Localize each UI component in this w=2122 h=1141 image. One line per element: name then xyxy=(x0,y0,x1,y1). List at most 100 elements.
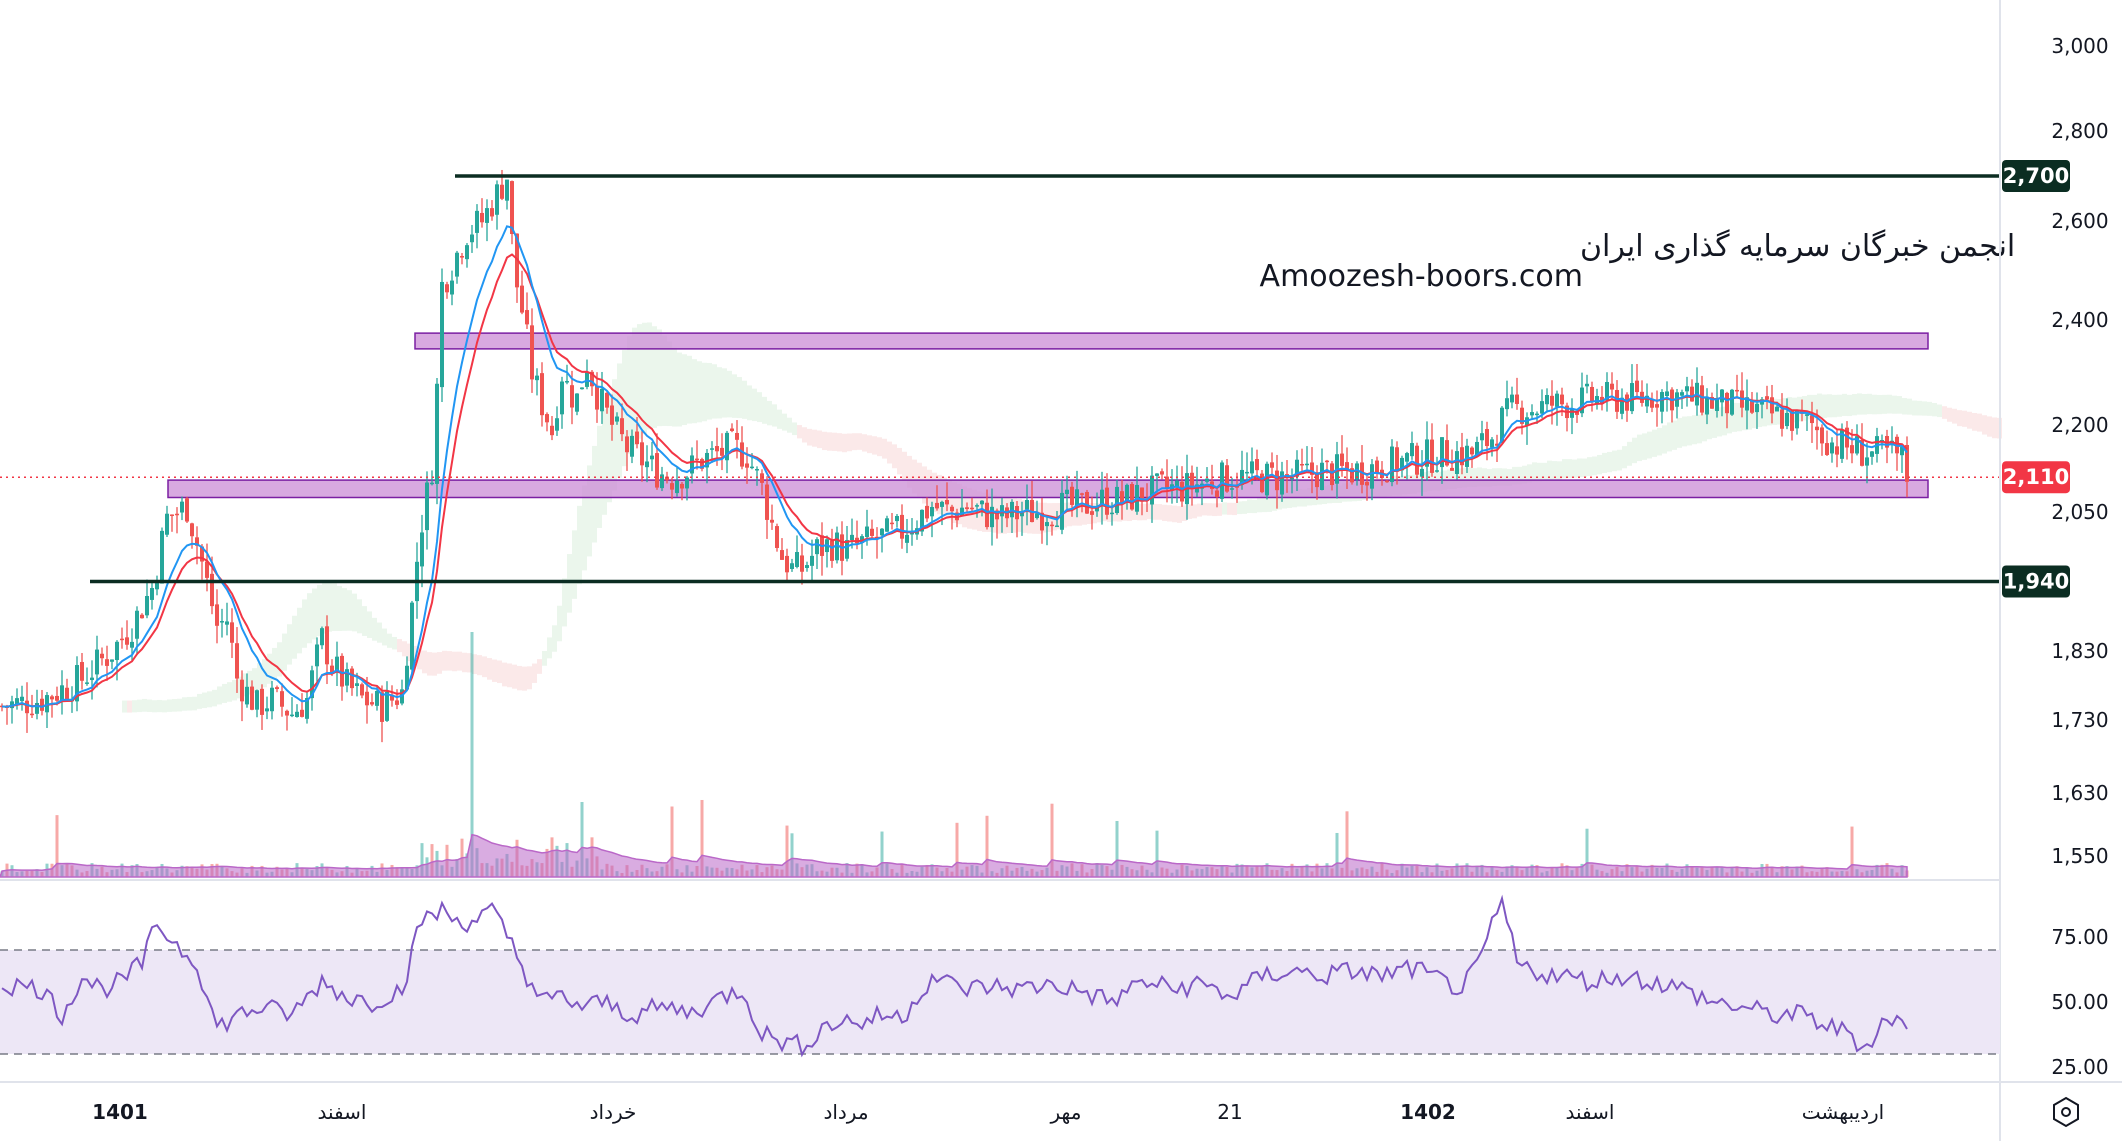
cloud-segment xyxy=(427,652,432,676)
rsi-pane xyxy=(0,894,2000,1058)
candle-body xyxy=(140,614,144,619)
cloud-segment xyxy=(1772,398,1777,425)
candle-body xyxy=(425,482,429,531)
cloud-segment xyxy=(452,651,457,672)
cloud-segment xyxy=(252,668,257,693)
candle-body xyxy=(485,208,489,223)
time-tick-label: اسفند xyxy=(1566,1100,1615,1124)
candle-body xyxy=(1155,473,1159,476)
cloud-segment xyxy=(617,363,622,478)
cloud-segment xyxy=(1657,427,1662,456)
cloud-segment xyxy=(1102,502,1107,522)
level-badge-bg xyxy=(2002,160,2070,192)
candle-body xyxy=(135,610,139,639)
cloud-segment xyxy=(862,434,867,452)
cloud-segment xyxy=(1152,503,1157,520)
cloud-segment xyxy=(417,648,422,670)
cloud-segment xyxy=(1817,393,1822,418)
cloud-segment xyxy=(162,700,167,713)
candle-body xyxy=(1635,380,1639,393)
cloud-segment xyxy=(1872,394,1877,415)
candle-body xyxy=(1505,398,1509,410)
candle-body xyxy=(280,691,284,707)
cloud-segment xyxy=(487,658,492,680)
cloud-segment xyxy=(1282,491,1287,509)
cloud-segment xyxy=(1192,504,1197,519)
cloud-segment xyxy=(392,636,397,650)
candle-body xyxy=(1260,473,1264,493)
cloud-segment xyxy=(822,431,827,451)
cloud-segment xyxy=(1782,398,1787,424)
candle-body xyxy=(905,534,909,543)
cloud-segment xyxy=(447,651,452,671)
candle-body xyxy=(1460,447,1464,466)
candle-body xyxy=(1345,462,1349,470)
candle-body xyxy=(1510,394,1514,403)
cloud-segment xyxy=(1862,393,1867,415)
candle-body xyxy=(100,653,104,659)
cloud-segment xyxy=(177,698,182,712)
candle-body xyxy=(20,696,24,702)
cloud-segment xyxy=(602,409,607,515)
cloud-segment xyxy=(352,593,357,632)
cloud-segment xyxy=(1892,395,1897,414)
volume-bar xyxy=(580,802,584,877)
candle-body xyxy=(940,501,944,507)
candle-body xyxy=(1020,512,1024,517)
cloud-segment xyxy=(687,355,692,424)
candle-body xyxy=(345,669,349,686)
candle-body xyxy=(1080,493,1084,495)
candle-body xyxy=(580,387,584,390)
candle-body xyxy=(885,518,889,532)
candle-body xyxy=(340,655,344,687)
volume-bar xyxy=(1850,826,1854,877)
ema-fast-line xyxy=(1,225,1908,708)
candle-body xyxy=(305,698,309,719)
levels-layer xyxy=(90,174,2000,584)
cloud-segment xyxy=(532,663,537,683)
cloud-segment xyxy=(662,335,667,426)
cloud-segment xyxy=(227,682,232,702)
candle-body xyxy=(470,234,474,243)
candle-body xyxy=(550,425,554,436)
cloud-segment xyxy=(1962,410,1967,427)
price-tick-label: 1,730 xyxy=(2051,708,2108,732)
candle-body xyxy=(1645,395,1649,407)
candle-body xyxy=(1425,439,1429,467)
candle-body xyxy=(230,622,234,643)
candle-body xyxy=(1275,470,1279,491)
candle-body xyxy=(1140,487,1144,502)
volume-bar xyxy=(700,799,704,877)
time-tick-label: 1402 xyxy=(1400,1100,1456,1124)
candle-body xyxy=(680,483,684,489)
cloud-segment xyxy=(1812,394,1817,420)
cloud-segment xyxy=(1202,502,1207,516)
cloud-segment xyxy=(1082,503,1087,525)
cloud-segment xyxy=(852,433,857,451)
candle-body xyxy=(1060,492,1064,530)
cloud-segment xyxy=(632,327,637,446)
candle-body xyxy=(1290,477,1294,480)
candle-body xyxy=(1585,383,1589,387)
support-resistance-zone xyxy=(167,479,1929,499)
candle-body xyxy=(1400,457,1404,471)
cloud-segment xyxy=(1162,504,1167,522)
candle-body xyxy=(950,506,954,512)
candle-body xyxy=(390,694,394,701)
candle-body xyxy=(240,679,244,702)
cloud-segment xyxy=(1267,497,1272,512)
cloud-segment xyxy=(1737,403,1742,432)
cloud-segment xyxy=(502,662,507,687)
cloud-segment xyxy=(1967,411,1972,429)
candle-body xyxy=(1780,409,1784,429)
cloud-segment xyxy=(777,409,782,429)
candle-body xyxy=(1305,463,1309,466)
candle-body xyxy=(1845,427,1849,448)
candle-body xyxy=(1795,410,1799,429)
candle-body xyxy=(1865,457,1869,466)
candle-body xyxy=(180,501,184,513)
candle-body xyxy=(1160,471,1164,475)
hexagon-settings-icon[interactable] xyxy=(2053,1096,2079,1128)
candle-body xyxy=(1095,507,1099,512)
